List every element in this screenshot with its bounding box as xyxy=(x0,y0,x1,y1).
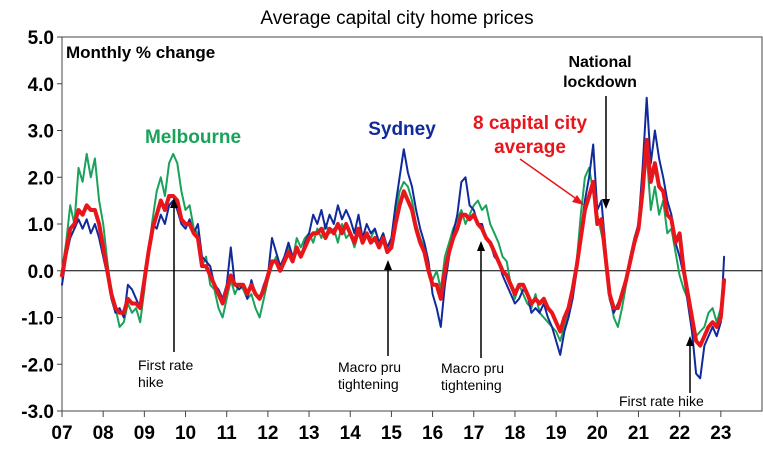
x-tick-label: 10 xyxy=(175,423,196,444)
annotation-macro-pru-2017-text: tightening xyxy=(441,377,502,393)
annotation-national-lockdown-text: lockdown xyxy=(563,74,637,91)
y-tick-label: -1.0 xyxy=(21,309,54,330)
x-tick-label: 18 xyxy=(504,423,525,444)
x-tick-label: 19 xyxy=(546,423,567,444)
y-tick-label: 1.0 xyxy=(28,215,54,236)
x-tick-label: 16 xyxy=(422,423,443,444)
annotation-macro-pru-2017-text: Macro pru xyxy=(441,360,504,376)
x-tick-label: 07 xyxy=(51,423,72,444)
x-tick-label: 13 xyxy=(298,423,319,444)
x-tick-label: 20 xyxy=(587,423,608,444)
annotation-macro-pru-2014-text: Macro pru xyxy=(338,359,401,375)
annotation-first-rate-hike-2022-text: First rate hike xyxy=(619,393,704,409)
average-label-arrowhead xyxy=(572,195,584,205)
series-line-sydney xyxy=(61,96,726,380)
y-tick-label: 5.0 xyxy=(28,28,54,49)
x-tick-label: 17 xyxy=(463,423,484,444)
series-label-melbourne: Melbourne xyxy=(145,127,241,148)
y-tick-label: -3.0 xyxy=(21,402,54,423)
y-tick-label: 3.0 xyxy=(28,122,54,143)
series-layer xyxy=(60,96,727,380)
x-tick-label: 11 xyxy=(217,423,238,444)
y-tick-label: 4.0 xyxy=(28,75,54,96)
annotation-first-rate-hike-2009-text: First rate xyxy=(138,357,193,373)
series-line-8-capital-average xyxy=(60,137,727,348)
series-label-sydney: Sydney xyxy=(368,119,436,140)
annotation-macro-pru-2014-text: tightening xyxy=(338,376,399,392)
x-axis: 07 08 09 10 11 12 13 14 15 16 17 18 19 20 21 22 23 xyxy=(51,411,731,444)
x-tick-label: 08 xyxy=(93,423,114,444)
x-tick-label: 09 xyxy=(134,423,155,444)
plot-area xyxy=(61,36,763,412)
annotation-national-lockdown-text: National xyxy=(568,54,631,71)
unit-label: Monthly % change xyxy=(66,43,215,62)
labels-layer: Melbourne Sydney 8 capital city average xyxy=(145,113,587,205)
annotation-first-rate-hike-2009-text: hike xyxy=(138,374,164,390)
x-tick-label: 21 xyxy=(628,423,650,444)
chart-title: Average capital city home prices xyxy=(260,8,533,29)
x-tick-label: 12 xyxy=(257,423,278,444)
x-tick-label: 14 xyxy=(340,423,362,444)
y-tick-label: 0.0 xyxy=(28,262,54,283)
annotation-macro-pru-2017-arrowhead xyxy=(477,241,485,251)
y-axis: 5.0 4.0 3.0 2.0 1.0 0.0 -1.0 -2.0 -3.0 xyxy=(21,28,62,423)
annotation-first-rate-hike-2022-arrowhead xyxy=(686,336,694,346)
series-label-average-line2: average xyxy=(494,137,566,158)
average-label-arrow xyxy=(519,158,579,201)
x-tick-label: 23 xyxy=(710,423,731,444)
y-tick-label: 2.0 xyxy=(28,168,54,189)
annotation-macro-pru-2014-arrowhead xyxy=(384,260,392,270)
series-label-average-line1: 8 capital city xyxy=(473,113,587,134)
y-tick-label: -2.0 xyxy=(21,355,54,376)
annotation-first-rate-hike-2009-arrowhead xyxy=(170,198,178,208)
annotation-national-lockdown-arrowhead xyxy=(602,199,610,209)
x-tick-label: 15 xyxy=(381,423,403,444)
x-tick-label: 22 xyxy=(669,423,690,444)
